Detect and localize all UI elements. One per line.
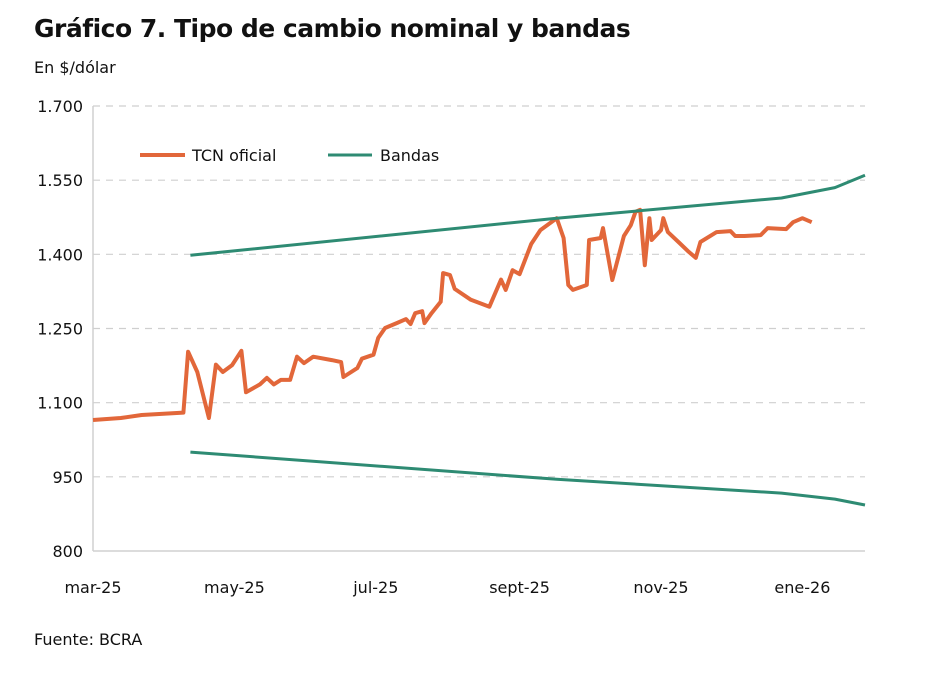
x-tick-label: mar-25 (64, 578, 121, 597)
legend-label-bandas: Bandas (380, 146, 439, 165)
y-tick-label: 1.400 (37, 245, 83, 264)
y-tick-label: 800 (52, 542, 83, 561)
series-banda-superior (190, 173, 866, 257)
y-tick-label: 1.250 (37, 320, 83, 339)
x-tick-label: nov-25 (633, 578, 688, 597)
y-tick-label: 1.700 (37, 97, 83, 116)
series-tcn-oficial (92, 207, 813, 422)
legend-label-tcn: TCN oficial (191, 146, 276, 165)
x-tick-label: jul-25 (352, 578, 398, 597)
y-tick-label: 1.100 (37, 394, 83, 413)
source-note: Fuente: BCRA (34, 630, 143, 649)
y-tick-label: 1.550 (37, 171, 83, 190)
series-banda-inferior (190, 450, 866, 507)
y-axis-unit: En $/dólar (34, 58, 116, 77)
x-tick-label: ene-26 (774, 578, 830, 597)
x-tick-label: sept-25 (489, 578, 550, 597)
chart-title: Gráfico 7. Tipo de cambio nominal y band… (34, 14, 631, 43)
y-tick-label: 950 (52, 468, 83, 487)
x-tick-label: may-25 (204, 578, 265, 597)
